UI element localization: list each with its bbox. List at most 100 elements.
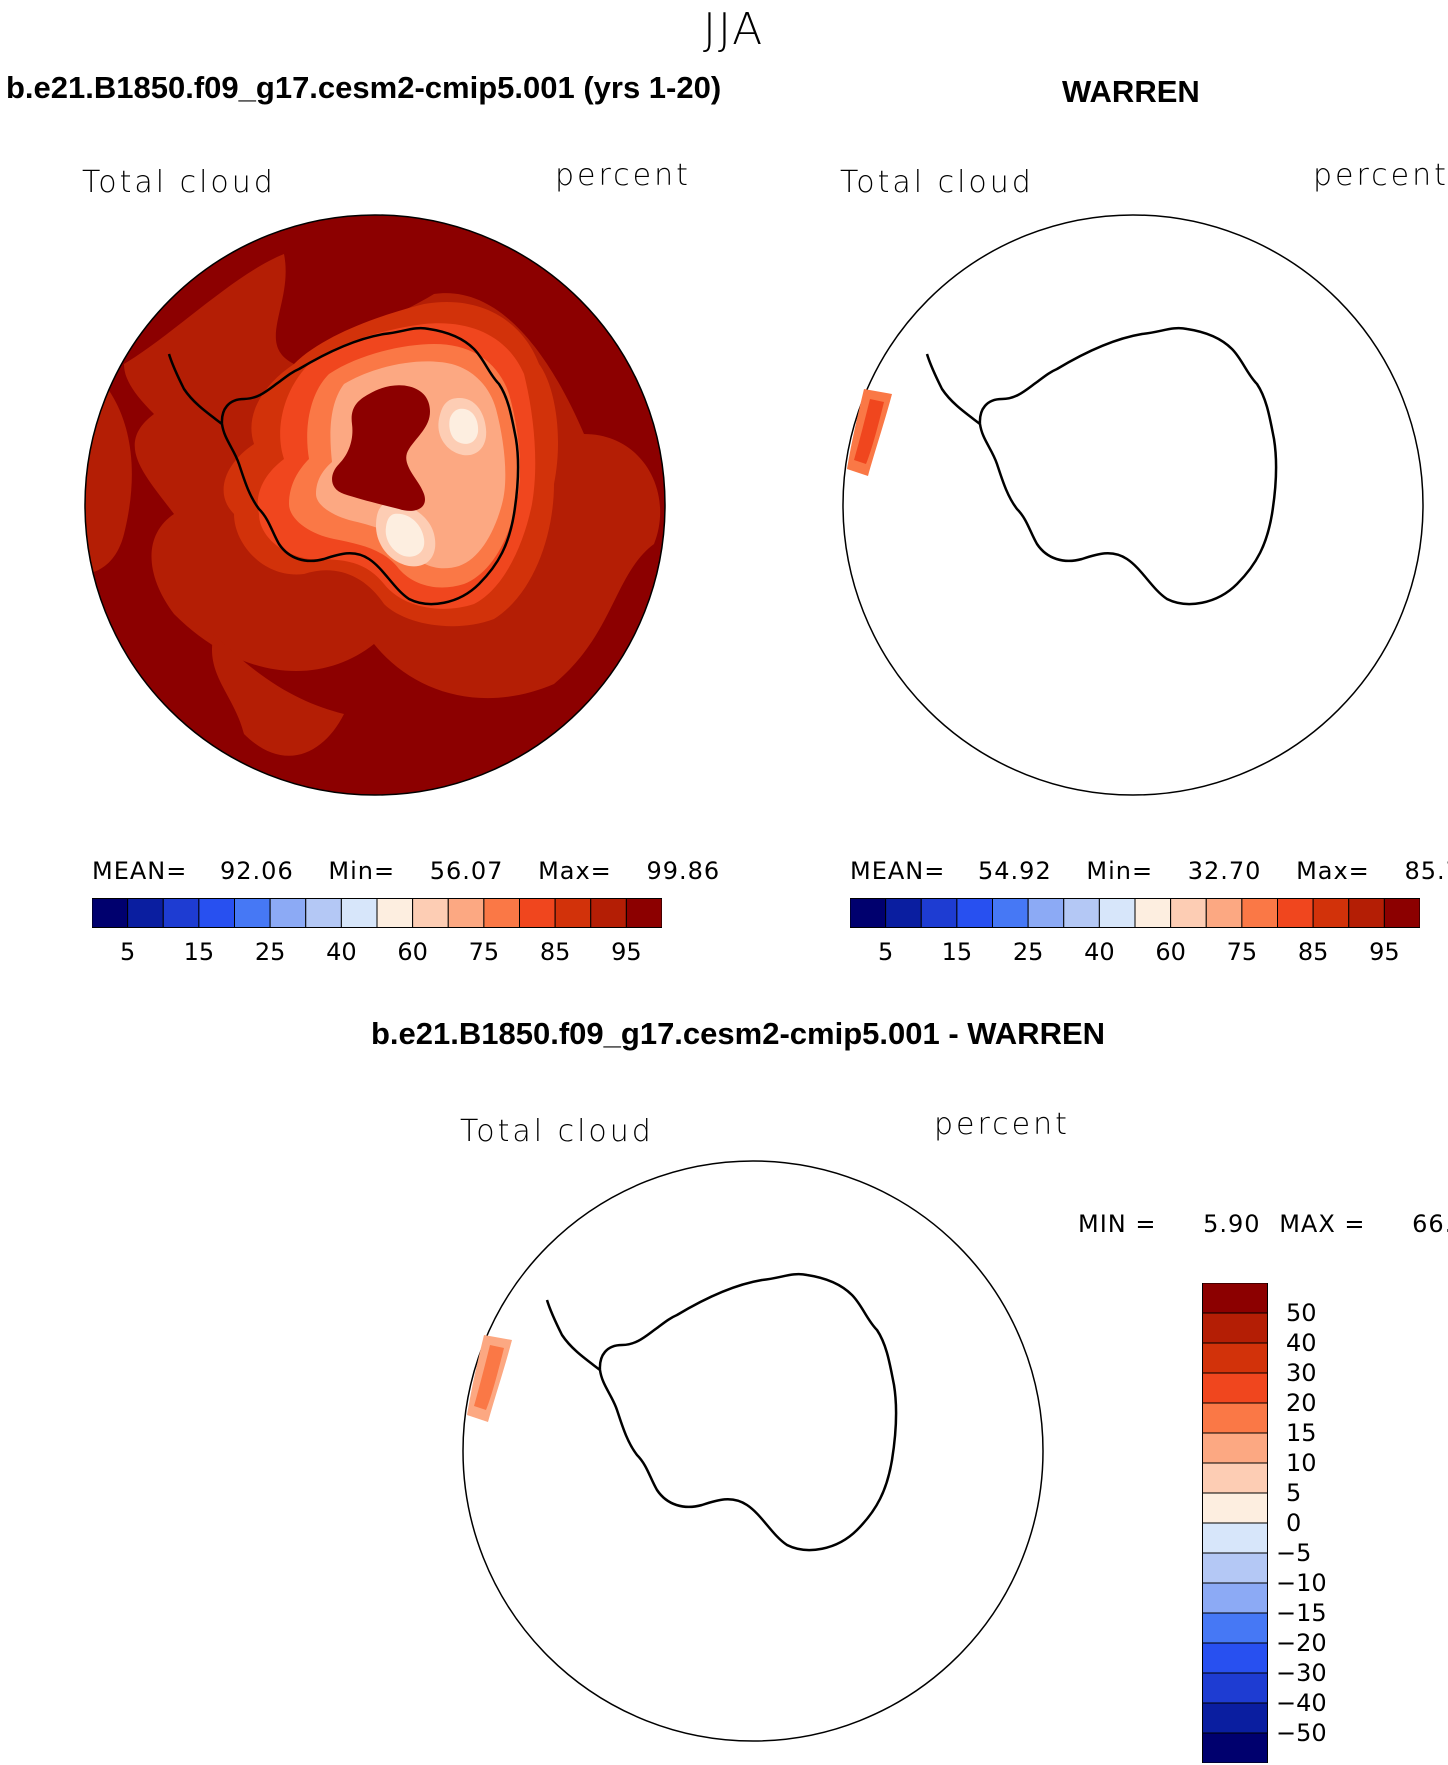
colorbar-swatch (1202, 1642, 1268, 1674)
colorbar-tick-label: 15 (941, 938, 973, 966)
colorbar-swatch (1241, 898, 1278, 928)
colorbar-tick-label: −40 (1276, 1689, 1327, 1717)
panel2-boundary (842, 214, 1424, 796)
panel1-min-value: 56.07 (429, 857, 504, 885)
panel1-field-palest (449, 408, 479, 444)
panel1-map (84, 214, 666, 796)
panel2-mean-label: MEAN= (850, 857, 946, 885)
panel3-title: b.e21.B1850.f09_g17.cesm2-cmip5.001 - WA… (371, 1016, 1106, 1051)
colorbar-swatch (1202, 1732, 1268, 1763)
colorbar-swatch (885, 898, 922, 928)
colorbar-swatch (483, 898, 520, 928)
colorbar-swatch (1202, 1702, 1268, 1734)
panel1-field-interior (332, 385, 430, 511)
panel1-mean-label: MEAN= (92, 857, 188, 885)
panel2-colorbar-ticks: 5 15 25 40 60 75 85 95 (850, 938, 1420, 970)
panel1-field-palest-2 (385, 513, 425, 557)
colorbar-tick-label: 95 (611, 938, 642, 966)
colorbar-swatch (1202, 1552, 1268, 1584)
colorbar-swatch (92, 898, 129, 928)
colorbar-tick-label: 15 (183, 938, 215, 966)
panel1-field-deep-3 (211, 634, 344, 756)
panel2-min-label: Min= (1086, 857, 1154, 885)
colorbar-tick-label: 5 (877, 938, 894, 966)
panel1-colorbar-ticks: 5 15 25 40 60 75 85 95 (92, 938, 662, 970)
colorbar-swatch (1202, 1283, 1268, 1314)
panel3-max-value: 66.73 (1412, 1210, 1448, 1238)
colorbar-swatch (234, 898, 271, 928)
panel3-colorbar-ticks: 50 40 30 20 15 10 5 0 −5 −10 −15 −20 −30 −40 −50 (1276, 1283, 1350, 1763)
colorbar-tick-label: 15 (1286, 1419, 1317, 1447)
panel3-min-label: MIN = (1078, 1210, 1157, 1238)
panel2-map (842, 214, 1424, 796)
colorbar-tick-label: 85 (539, 938, 571, 966)
colorbar-swatch (625, 898, 662, 928)
panel1-peninsula (167, 353, 223, 425)
colorbar-tick-label: 50 (1286, 1299, 1317, 1327)
colorbar-tick-label: −15 (1276, 1599, 1327, 1627)
colorbar-swatch (1202, 1492, 1268, 1524)
colorbar-swatch (590, 898, 627, 928)
colorbar-swatch (198, 898, 235, 928)
panel2-title: WARREN (1062, 74, 1200, 109)
panel1-colorbar (92, 898, 662, 928)
panel2-max-value: 85.70 (1404, 857, 1448, 885)
colorbar-tick-label: 40 (1286, 1329, 1317, 1357)
colorbar-swatch (1063, 898, 1100, 928)
panel1-mean-value: 92.06 (220, 857, 294, 885)
colorbar-tick-label: 5 (1286, 1479, 1302, 1507)
colorbar-swatch (269, 898, 307, 928)
panel3-units: percent (934, 1107, 1070, 1142)
colorbar-swatch (1202, 1582, 1268, 1614)
panel2-min-value: 32.70 (1187, 857, 1262, 885)
colorbar-tick-label: −5 (1276, 1539, 1312, 1567)
colorbar-tick-label: 95 (1369, 938, 1400, 966)
colorbar-tick-label: 75 (1226, 938, 1258, 966)
colorbar-swatch (554, 898, 592, 928)
colorbar-swatch (1312, 898, 1350, 928)
colorbar-swatch (340, 898, 378, 928)
panel1-title: b.e21.B1850.f09_g17.cesm2-cmip5.001 (yrs… (6, 70, 722, 105)
colorbar-swatch (305, 898, 342, 928)
colorbar-swatch (162, 898, 200, 928)
panel2-mean-value: 54.92 (978, 857, 1052, 885)
colorbar-tick-label: 60 (397, 938, 428, 966)
colorbar-tick-label: 40 (326, 938, 357, 966)
colorbar-swatch (1202, 1462, 1268, 1494)
colorbar-swatch (412, 898, 449, 928)
panel3-variable: Total cloud (460, 1114, 654, 1149)
colorbar-swatch (1098, 898, 1136, 928)
panel3-max-label: MAX = (1279, 1210, 1366, 1238)
colorbar-swatch (1202, 1372, 1268, 1404)
colorbar-swatch (920, 898, 958, 928)
panel1-max-value: 99.86 (646, 857, 721, 885)
panel2-units: percent (1313, 158, 1448, 193)
panel3-map (462, 1160, 1044, 1742)
colorbar-swatch (127, 898, 164, 928)
season-title: JJA (703, 4, 765, 55)
panel1-variable: Total cloud (82, 165, 276, 200)
colorbar-swatch (956, 898, 993, 928)
colorbar-swatch (519, 898, 556, 928)
panel3-min-value: 5.90 (1203, 1210, 1261, 1238)
colorbar-swatch (1202, 1522, 1268, 1554)
colorbar-tick-label: 0 (1286, 1509, 1302, 1537)
panel1-boundary (84, 214, 666, 796)
panel1-stats: MEAN= 92.06 Min= 56.07 Max= 99.86 (92, 857, 720, 885)
colorbar-swatch (1170, 898, 1207, 928)
colorbar-swatch (1202, 1432, 1268, 1464)
colorbar-tick-label: 25 (254, 938, 286, 966)
colorbar-tick-label: −50 (1276, 1719, 1327, 1747)
panel2-stats: MEAN= 54.92 Min= 32.70 Max= 85.70 (850, 857, 1448, 885)
panel1-min-label: Min= (328, 857, 396, 885)
colorbar-tick-label: 85 (1297, 938, 1329, 966)
panel3-boundary (462, 1160, 1044, 1742)
panel2-peninsula (925, 353, 981, 425)
colorbar-swatch (1027, 898, 1065, 928)
colorbar-swatch (1202, 1612, 1268, 1644)
colorbar-tick-label: 30 (1286, 1359, 1317, 1387)
colorbar-swatch (850, 898, 887, 928)
colorbar-tick-label: 60 (1155, 938, 1186, 966)
colorbar-swatch (1202, 1402, 1268, 1434)
colorbar-swatch (1383, 898, 1420, 928)
